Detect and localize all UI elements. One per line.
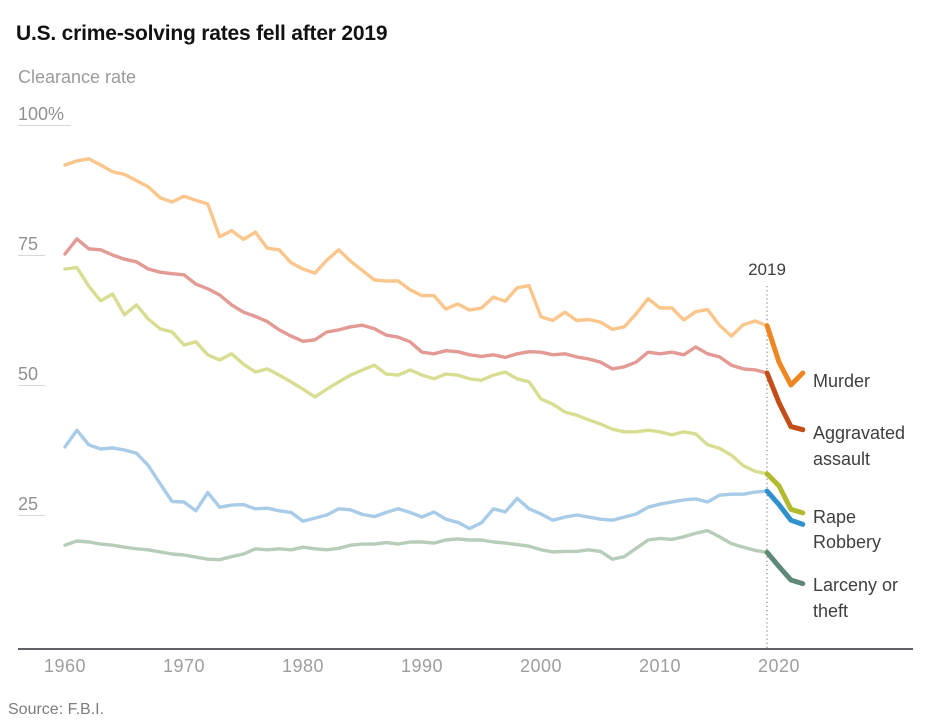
x-tick-2000: 2000 xyxy=(519,656,563,676)
rape-line xyxy=(63,265,769,476)
x-tick-1980: 1980 xyxy=(281,656,325,676)
series-label-aggravated-assault: Aggravated assault xyxy=(813,423,906,469)
series-label-murder: Murder xyxy=(813,371,871,391)
series-label-robbery: Robbery xyxy=(813,532,882,552)
y-tick-25: 25 xyxy=(18,494,46,516)
pre-2019-lines xyxy=(63,157,769,562)
series-label-rape: Rape xyxy=(813,507,857,527)
larceny-or-theft-line-post-2019 xyxy=(764,549,806,587)
annotation-2019: 2019 xyxy=(748,260,786,279)
series-label-larceny-or-theft: Larceny or theft xyxy=(813,575,899,621)
x-tick-1960: 1960 xyxy=(43,656,87,676)
robbery-line-post-2019 xyxy=(764,488,806,527)
post-2019-lines xyxy=(764,323,806,587)
larceny-or-theft-line xyxy=(63,528,769,562)
x-tick-2010: 2010 xyxy=(638,656,682,676)
aggravated-assault-line-post-2019 xyxy=(764,370,806,433)
x-tick-1970: 1970 xyxy=(162,656,206,676)
x-tick-1990: 1990 xyxy=(400,656,444,676)
y-tick-100: 100% xyxy=(18,104,72,126)
source-note: Source: F.B.I. xyxy=(8,701,105,718)
y-tick-75: 75 xyxy=(18,234,46,256)
aggravated-assault-line xyxy=(63,237,769,375)
y-tick-50: 50 xyxy=(18,364,46,386)
page-title: U.S. crime-solving rates fell after 2019 xyxy=(16,22,388,46)
rape-line-post-2019 xyxy=(764,471,806,516)
x-tick-2020: 2020 xyxy=(757,656,801,676)
robbery-line xyxy=(63,428,769,531)
murder-line-post-2019 xyxy=(764,323,806,388)
murder-line xyxy=(63,157,769,338)
y-axis-title: Clearance rate xyxy=(18,67,137,87)
